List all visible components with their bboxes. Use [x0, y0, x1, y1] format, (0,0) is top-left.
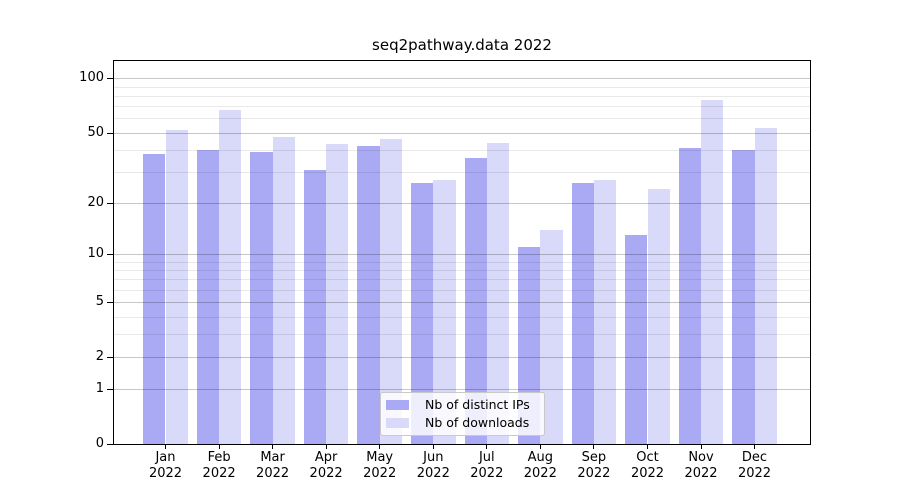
bar-distinct-ips-feb	[196, 149, 220, 444]
bar-downloads-sep	[593, 180, 617, 444]
plot-area	[113, 60, 811, 445]
x-tick-mark	[700, 445, 702, 449]
x-tick-mark	[272, 445, 274, 449]
gridline-60	[114, 118, 810, 120]
y-tick-label: 50	[87, 124, 104, 140]
gridline-2	[114, 357, 810, 358]
x-tick-mark	[379, 445, 381, 449]
x-tick-label-may: May 2022	[363, 450, 397, 481]
bar-downloads-feb	[219, 109, 242, 444]
legend-swatch-distinct-ips-icon	[386, 400, 409, 410]
legend-swatch-downloads-icon	[386, 418, 409, 428]
y-tick-mark	[107, 444, 113, 445]
gridline-20	[114, 202, 810, 204]
bar-distinct-ips-jul	[464, 158, 487, 444]
x-tick-label-nov: Nov 2022	[684, 450, 718, 481]
bar-distinct-ips-dec	[732, 149, 755, 444]
bar-distinct-ips-may	[357, 146, 380, 444]
y-tick-mark	[107, 78, 113, 80]
y-tick-mark	[107, 302, 113, 304]
y-tick-label: 2	[95, 349, 104, 364]
bar-downloads-aug	[540, 229, 563, 444]
gridline-10	[114, 254, 810, 255]
x-tick-label-jan: Jan 2022	[148, 450, 183, 481]
bar-distinct-ips-mar	[250, 151, 273, 444]
y-tick-mark	[107, 202, 113, 204]
bar-downloads-mar	[272, 137, 295, 444]
x-tick-label-dec: Dec 2022	[737, 450, 772, 481]
x-tick-label-apr: Apr 2022	[309, 450, 343, 481]
gridline-3	[114, 334, 810, 336]
y-tick-mark	[107, 254, 113, 255]
x-tick-mark	[486, 445, 488, 449]
bar-downloads-dec	[754, 128, 777, 444]
bar-distinct-ips-nov	[678, 147, 701, 444]
y-tick-mark	[107, 389, 113, 391]
bar-downloads-nov	[701, 99, 724, 444]
gridline-7	[114, 279, 810, 281]
x-tick-mark	[539, 445, 541, 449]
legend-label-downloads: Nb of downloads	[425, 415, 530, 430]
bar-distinct-ips-apr	[303, 169, 327, 444]
y-tick-mark	[107, 132, 113, 134]
gridline-8	[114, 269, 810, 271]
x-tick-mark	[593, 445, 595, 449]
x-tick-label-oct: Oct 2022	[630, 450, 665, 481]
x-tick-label-mar: Mar 2022	[256, 450, 290, 481]
gridline-90	[114, 86, 810, 88]
gridline-50	[114, 132, 810, 134]
bar-distinct-ips-oct	[625, 234, 648, 444]
gridline-9	[114, 261, 810, 263]
x-tick-label-aug: Aug 2022	[523, 450, 557, 481]
legend-label-distinct-ips: Nb of distinct IPs	[425, 397, 530, 412]
gridline-100	[114, 78, 810, 80]
y-tick-label: 1	[95, 381, 104, 397]
x-tick-label-jul: Jul 2022	[470, 450, 504, 481]
x-tick-label-jun: Jun 2022	[416, 450, 450, 481]
y-tick-label: 10	[87, 246, 104, 261]
y-tick-label: 0	[95, 436, 104, 451]
bar-downloads-may	[379, 139, 402, 444]
x-tick-mark	[647, 445, 648, 449]
gridline-30	[114, 172, 810, 173]
legend-entry-downloads: Nb of downloads	[386, 415, 538, 431]
y-tick-label: 5	[95, 294, 104, 310]
gridline-4	[114, 316, 810, 318]
y-tick-mark	[107, 357, 113, 358]
x-tick-mark	[325, 445, 327, 449]
gridline-70	[114, 106, 810, 108]
gridline-1	[114, 389, 810, 391]
gridline-5	[114, 302, 810, 304]
x-tick-label-sep: Sep 2022	[577, 450, 611, 481]
gridline-6	[114, 289, 810, 291]
bar-downloads-jul	[486, 142, 510, 444]
bar-distinct-ips-jan	[143, 153, 166, 444]
bar-downloads-oct	[647, 189, 670, 444]
x-tick-mark	[432, 445, 434, 449]
bar-downloads-apr	[326, 144, 349, 444]
chart-title: seq2pathway.data 2022	[372, 36, 552, 54]
x-tick-mark	[165, 445, 166, 449]
y-tick-label: 100	[79, 70, 104, 86]
legend-entry-distinct-ips: Nb of distinct IPs	[386, 397, 538, 413]
x-tick-mark	[218, 445, 220, 449]
legend: Nb of distinct IPs Nb of downloads	[380, 392, 545, 436]
bar-distinct-ips-sep	[571, 182, 594, 444]
x-tick-mark	[754, 445, 755, 449]
bar-downloads-jun	[433, 180, 456, 444]
bar-distinct-ips-jun	[410, 182, 434, 444]
gridline-40	[114, 149, 810, 151]
bar-downloads-jan	[165, 129, 188, 444]
gridline-80	[114, 95, 810, 97]
x-tick-label-feb: Feb 2022	[202, 450, 236, 481]
y-tick-label: 20	[87, 194, 104, 210]
